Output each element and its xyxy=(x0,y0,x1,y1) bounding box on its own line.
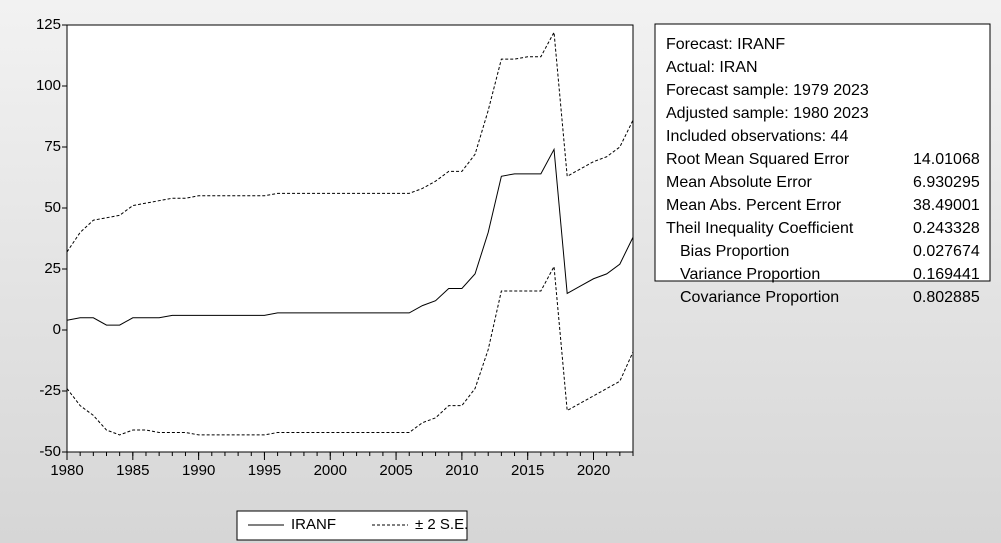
y-tick-label: 100 xyxy=(36,77,61,94)
x-tick-label: 2000 xyxy=(314,462,347,479)
stats-label: Theil Inequality Coefficient xyxy=(666,220,854,237)
stats-box xyxy=(654,23,991,282)
y-tick-label: 75 xyxy=(44,138,61,155)
stats-label: Mean Absolute Error xyxy=(666,174,813,191)
plot-area xyxy=(66,24,634,453)
stats-line: Adjusted sample: 1980 2023 xyxy=(666,105,869,122)
x-tick-label: 1995 xyxy=(248,462,281,479)
stats-label: Bias Proportion xyxy=(680,243,789,260)
x-tick-label: 2015 xyxy=(511,462,544,479)
y-tick-label: 125 xyxy=(36,16,61,33)
stats-label: Root Mean Squared Error xyxy=(666,151,850,168)
stats-line: Forecast: IRANF xyxy=(666,36,785,53)
x-tick-label: 1980 xyxy=(50,462,83,479)
stats-value: 0.243328 xyxy=(913,220,980,237)
y-tick-label: -50 xyxy=(39,443,61,460)
stats-line: Actual: IRAN xyxy=(666,59,758,76)
series-line xyxy=(66,30,634,253)
y-tick-label: 0 xyxy=(53,321,61,338)
y-tick-label: 50 xyxy=(44,199,61,216)
stats-label: Mean Abs. Percent Error xyxy=(666,197,842,214)
y-tick-label: 25 xyxy=(44,260,61,277)
x-tick-label: 2010 xyxy=(445,462,478,479)
stats-value: 0.169441 xyxy=(913,266,980,283)
x-tick-label: 1985 xyxy=(116,462,149,479)
legend-label: IRANF xyxy=(291,516,336,533)
x-tick-label: 2020 xyxy=(577,462,610,479)
stats-value: 0.802885 xyxy=(913,289,980,306)
legend-label: ± 2 S.E. xyxy=(415,516,468,533)
stats-line: Forecast sample: 1979 2023 xyxy=(666,82,869,99)
stats-value: 0.027674 xyxy=(913,243,980,260)
y-tick-label: -25 xyxy=(39,382,61,399)
stats-label: Covariance Proportion xyxy=(680,289,839,306)
x-tick-label: 1990 xyxy=(182,462,215,479)
stats-value: 38.49001 xyxy=(913,197,980,214)
stats-value: 6.930295 xyxy=(913,174,980,191)
stats-label: Variance Proportion xyxy=(680,266,820,283)
stats-value: 14.01068 xyxy=(913,151,980,168)
x-tick-label: 2005 xyxy=(379,462,412,479)
series-line xyxy=(66,147,634,326)
stats-line: Included observations: 44 xyxy=(666,128,848,145)
